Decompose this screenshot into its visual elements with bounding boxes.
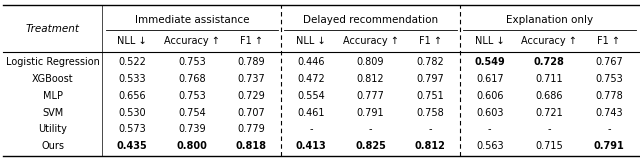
Text: 0.812: 0.812 [356, 74, 385, 84]
Text: Accuracy ↑: Accuracy ↑ [522, 36, 577, 46]
Text: 0.737: 0.737 [237, 74, 265, 84]
Text: 0.797: 0.797 [416, 74, 444, 84]
Text: 0.743: 0.743 [595, 108, 623, 118]
Text: 0.533: 0.533 [118, 74, 146, 84]
Text: MLP: MLP [43, 91, 63, 101]
Text: 0.549: 0.549 [474, 57, 505, 67]
Text: 0.686: 0.686 [536, 91, 563, 101]
Text: 0.522: 0.522 [118, 57, 146, 67]
Text: F1 ↑: F1 ↑ [240, 36, 263, 46]
Text: 0.777: 0.777 [356, 91, 385, 101]
Text: 0.707: 0.707 [237, 108, 265, 118]
Text: 0.825: 0.825 [355, 141, 386, 151]
Text: 0.435: 0.435 [117, 141, 148, 151]
Text: 0.739: 0.739 [178, 124, 205, 134]
Text: Accuracy ↑: Accuracy ↑ [164, 36, 220, 46]
Text: 0.753: 0.753 [595, 74, 623, 84]
Text: 0.729: 0.729 [237, 91, 265, 101]
Text: 0.779: 0.779 [237, 124, 265, 134]
Text: 0.809: 0.809 [357, 57, 384, 67]
Text: 0.818: 0.818 [236, 141, 267, 151]
Text: 0.754: 0.754 [178, 108, 205, 118]
Text: 0.789: 0.789 [237, 57, 265, 67]
Text: 0.472: 0.472 [297, 74, 325, 84]
Text: 0.753: 0.753 [178, 57, 205, 67]
Text: -: - [369, 124, 372, 134]
Text: Immediate assistance: Immediate assistance [134, 15, 249, 25]
Text: 0.767: 0.767 [595, 57, 623, 67]
Text: 0.728: 0.728 [534, 57, 564, 67]
Text: 0.446: 0.446 [297, 57, 324, 67]
Text: 0.800: 0.800 [177, 141, 207, 151]
Text: 0.530: 0.530 [118, 108, 146, 118]
Text: Ours: Ours [42, 141, 64, 151]
Text: 0.751: 0.751 [416, 91, 444, 101]
Text: 0.573: 0.573 [118, 124, 146, 134]
Text: 0.791: 0.791 [593, 141, 624, 151]
Text: 0.812: 0.812 [415, 141, 445, 151]
Text: Accuracy ↑: Accuracy ↑ [342, 36, 399, 46]
Text: NLL ↓: NLL ↓ [117, 36, 147, 46]
Text: 0.721: 0.721 [536, 108, 563, 118]
Text: F1 ↑: F1 ↑ [419, 36, 442, 46]
Text: -: - [309, 124, 313, 134]
Text: 0.758: 0.758 [416, 108, 444, 118]
Text: NLL ↓: NLL ↓ [475, 36, 504, 46]
Text: 0.413: 0.413 [296, 141, 326, 151]
Text: -: - [548, 124, 551, 134]
Text: Utility: Utility [38, 124, 67, 134]
Text: 0.603: 0.603 [476, 108, 504, 118]
Text: XGBoost: XGBoost [32, 74, 74, 84]
Text: 0.753: 0.753 [178, 91, 205, 101]
Text: 0.715: 0.715 [536, 141, 563, 151]
Text: NLL ↓: NLL ↓ [296, 36, 326, 46]
Text: F1 ↑: F1 ↑ [597, 36, 620, 46]
Text: Explanation only: Explanation only [506, 15, 593, 25]
Text: -: - [428, 124, 432, 134]
Text: 0.554: 0.554 [297, 91, 325, 101]
Text: Logistic Regression: Logistic Regression [6, 57, 100, 67]
Text: 0.791: 0.791 [356, 108, 385, 118]
Text: 0.617: 0.617 [476, 74, 504, 84]
Text: 0.782: 0.782 [416, 57, 444, 67]
Text: 0.778: 0.778 [595, 91, 623, 101]
Text: 0.656: 0.656 [118, 91, 146, 101]
Text: Treatment: Treatment [26, 24, 80, 34]
Text: 0.711: 0.711 [536, 74, 563, 84]
Text: 0.563: 0.563 [476, 141, 504, 151]
Text: -: - [488, 124, 492, 134]
Text: 0.606: 0.606 [476, 91, 504, 101]
Text: Delayed recommendation: Delayed recommendation [303, 15, 438, 25]
Text: 0.461: 0.461 [297, 108, 324, 118]
Text: 0.768: 0.768 [178, 74, 205, 84]
Text: SVM: SVM [42, 108, 63, 118]
Text: -: - [607, 124, 611, 134]
